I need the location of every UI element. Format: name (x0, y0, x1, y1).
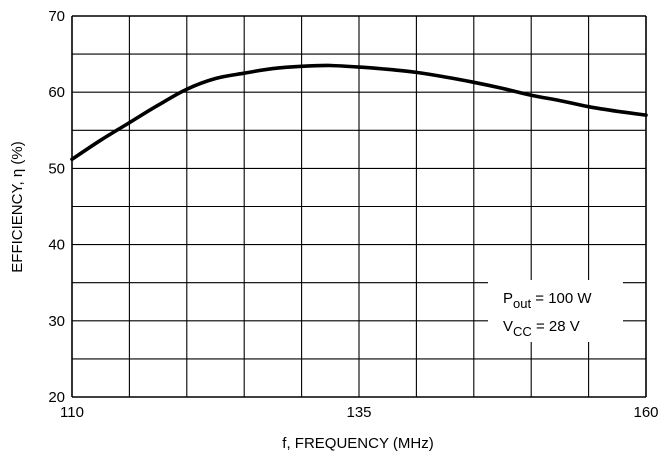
pout-annotation: Pout = 100 W (503, 290, 592, 311)
x-tick-label: 110 (60, 404, 84, 421)
y-tick-label: 70 (48, 8, 65, 25)
annotation-box (488, 280, 623, 342)
y-tick-label: 20 (48, 389, 65, 406)
y-tick-label: 60 (48, 84, 65, 101)
x-tick-label: 135 (346, 404, 371, 421)
x-tick-label: 160 (633, 404, 658, 421)
efficiency-series-line (70, 63, 648, 162)
y-tick-label: 30 (48, 313, 65, 330)
vcc-annotation: VCC = 28 V (503, 318, 580, 339)
y-axis-label: EFFICIENCY, η (%) (9, 141, 26, 272)
y-tick-label: 50 (48, 160, 65, 177)
x-axis-label: f, FREQUENCY (MHz) (282, 435, 433, 452)
tick-label-layer: 20 30 40 50 60 70 110 135 160 (48, 8, 658, 421)
series-layer (70, 63, 648, 162)
y-tick-label: 40 (48, 237, 65, 254)
